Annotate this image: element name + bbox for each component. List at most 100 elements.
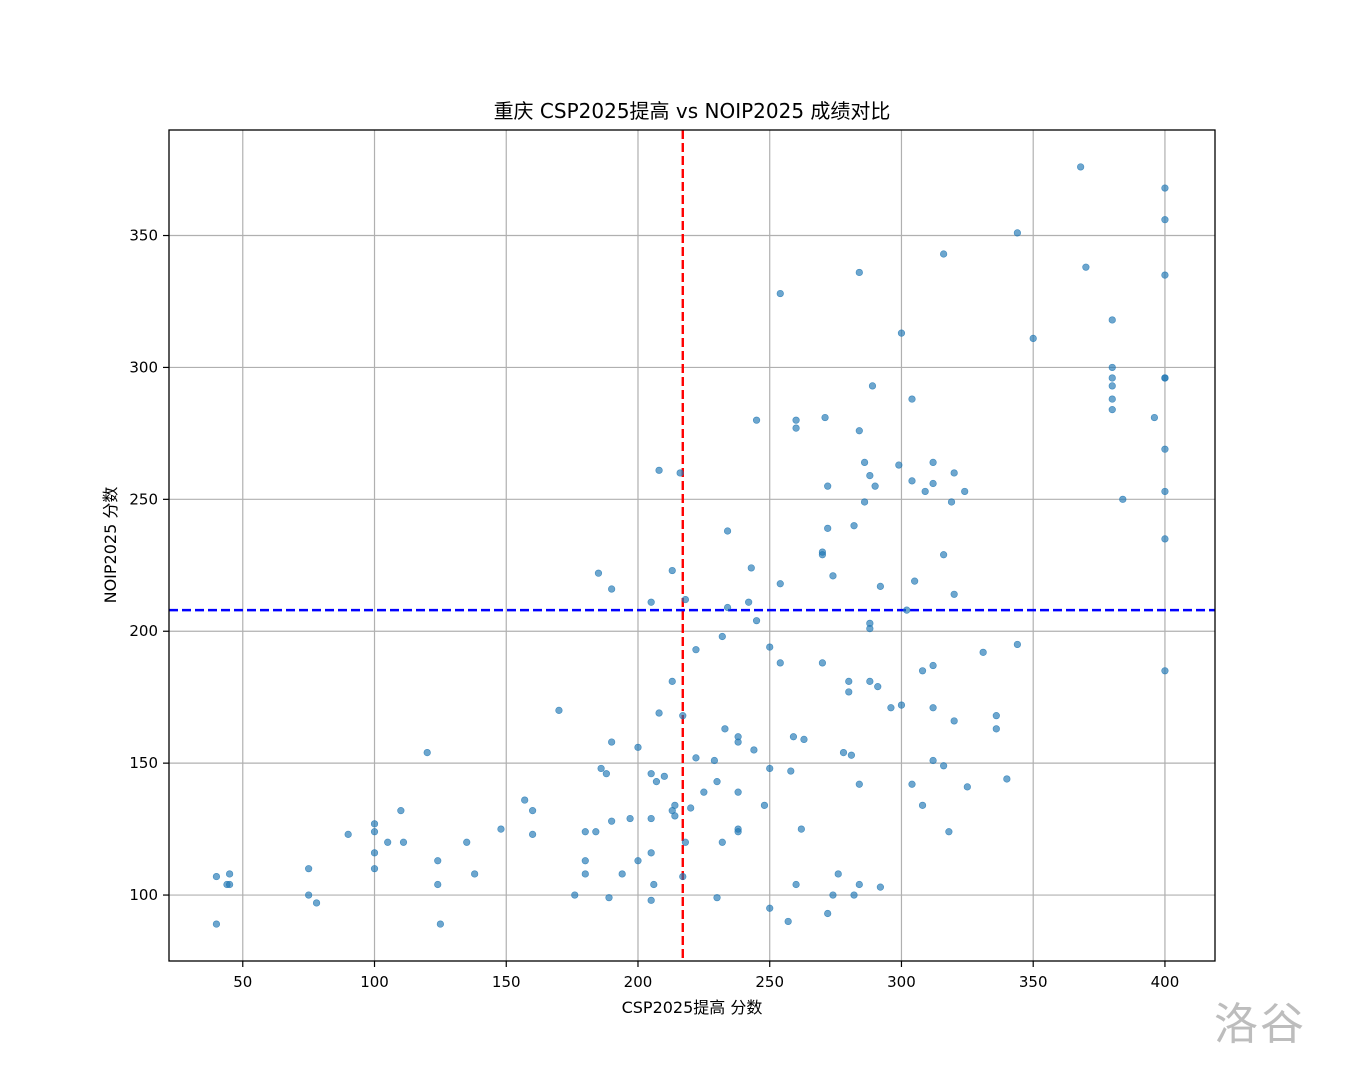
chart-title: 重庆 CSP2025提高 vs NOIP2025 成绩对比 [494, 99, 891, 123]
data-point [950, 717, 958, 725]
data-point [818, 551, 827, 559]
data-point [792, 880, 800, 889]
data-point [908, 780, 916, 788]
data-point [692, 754, 700, 762]
data-point [734, 738, 742, 746]
data-point [992, 712, 1000, 720]
x-axis-label: CSP2025提高 分数 [622, 998, 763, 1017]
data-point [370, 849, 379, 857]
data-point [592, 828, 600, 836]
data-point [1161, 667, 1169, 675]
data-point [829, 891, 837, 899]
data-point [911, 577, 919, 585]
data-point [647, 896, 655, 904]
data-point [855, 780, 863, 788]
data-point [370, 820, 379, 828]
data-point [1161, 374, 1169, 382]
data-point [528, 807, 537, 815]
data-points [212, 163, 1169, 928]
x-tick-label: 100 [360, 973, 389, 991]
data-point [581, 828, 589, 836]
data-point [581, 870, 589, 878]
data-point [1161, 445, 1169, 453]
data-point [871, 482, 879, 490]
data-point [940, 551, 948, 559]
data-point [605, 894, 613, 902]
x-tick-label: 150 [492, 973, 521, 991]
data-point [571, 891, 579, 899]
data-point [839, 748, 848, 757]
data-point [1161, 487, 1169, 496]
data-point [397, 807, 405, 815]
data-point [655, 709, 663, 717]
data-point [866, 677, 874, 685]
data-point [787, 767, 795, 775]
data-point [713, 778, 721, 786]
data-point [710, 756, 718, 765]
axis-ticks: 50 100 150 200 250 300 350 400 100 150 200 250 300 35… [129, 227, 1179, 991]
data-point [940, 762, 948, 770]
data-point [647, 598, 655, 606]
data-point [979, 648, 987, 656]
data-point [1108, 374, 1116, 382]
data-point [305, 891, 313, 899]
data-point [1161, 271, 1169, 279]
data-point [940, 250, 948, 258]
data-point [212, 872, 221, 881]
data-point [652, 778, 661, 786]
data-point [929, 661, 937, 670]
reference-lines [169, 130, 1215, 961]
y-tick-label: 150 [129, 754, 158, 772]
data-point [521, 796, 529, 804]
data-point [824, 482, 832, 490]
data-point [528, 830, 537, 838]
data-point [668, 566, 676, 575]
data-point [1161, 535, 1169, 543]
data-point [908, 477, 916, 485]
data-point [766, 904, 774, 912]
data-point [608, 585, 616, 593]
data-point [760, 801, 769, 809]
data-point [608, 738, 616, 746]
y-tick-label: 250 [129, 490, 158, 508]
data-point [745, 598, 753, 606]
data-point [608, 817, 616, 825]
data-point [855, 268, 863, 277]
data-point [961, 487, 969, 496]
data-point [776, 659, 784, 667]
data-point [876, 883, 884, 891]
data-point [945, 828, 953, 836]
data-point [818, 659, 827, 667]
data-point [676, 469, 684, 477]
data-point [897, 701, 906, 709]
data-point [797, 825, 805, 833]
data-point [868, 382, 877, 390]
data-point [225, 880, 234, 889]
data-point [821, 413, 829, 422]
data-point [692, 646, 700, 654]
data-point [950, 469, 958, 477]
data-point [850, 891, 858, 899]
data-point [1082, 263, 1090, 271]
y-tick-label: 100 [129, 886, 158, 904]
x-tick-label: 350 [1019, 973, 1048, 991]
data-point [845, 688, 853, 696]
data-point [713, 894, 721, 902]
data-point [212, 920, 221, 928]
data-point [908, 395, 916, 403]
data-point [747, 564, 755, 572]
data-point [918, 801, 927, 809]
data-point [845, 677, 853, 685]
data-point [626, 814, 634, 823]
data-point [1108, 316, 1116, 324]
data-point [860, 498, 869, 506]
data-point [766, 643, 774, 651]
data-point [855, 880, 863, 889]
y-axis-label: NOIP2025 分数 [101, 487, 120, 604]
data-point [792, 416, 800, 424]
data-point [855, 427, 863, 435]
grid [169, 130, 1215, 961]
data-point [800, 735, 808, 744]
data-point [634, 743, 642, 751]
x-tick-label: 300 [887, 973, 916, 991]
